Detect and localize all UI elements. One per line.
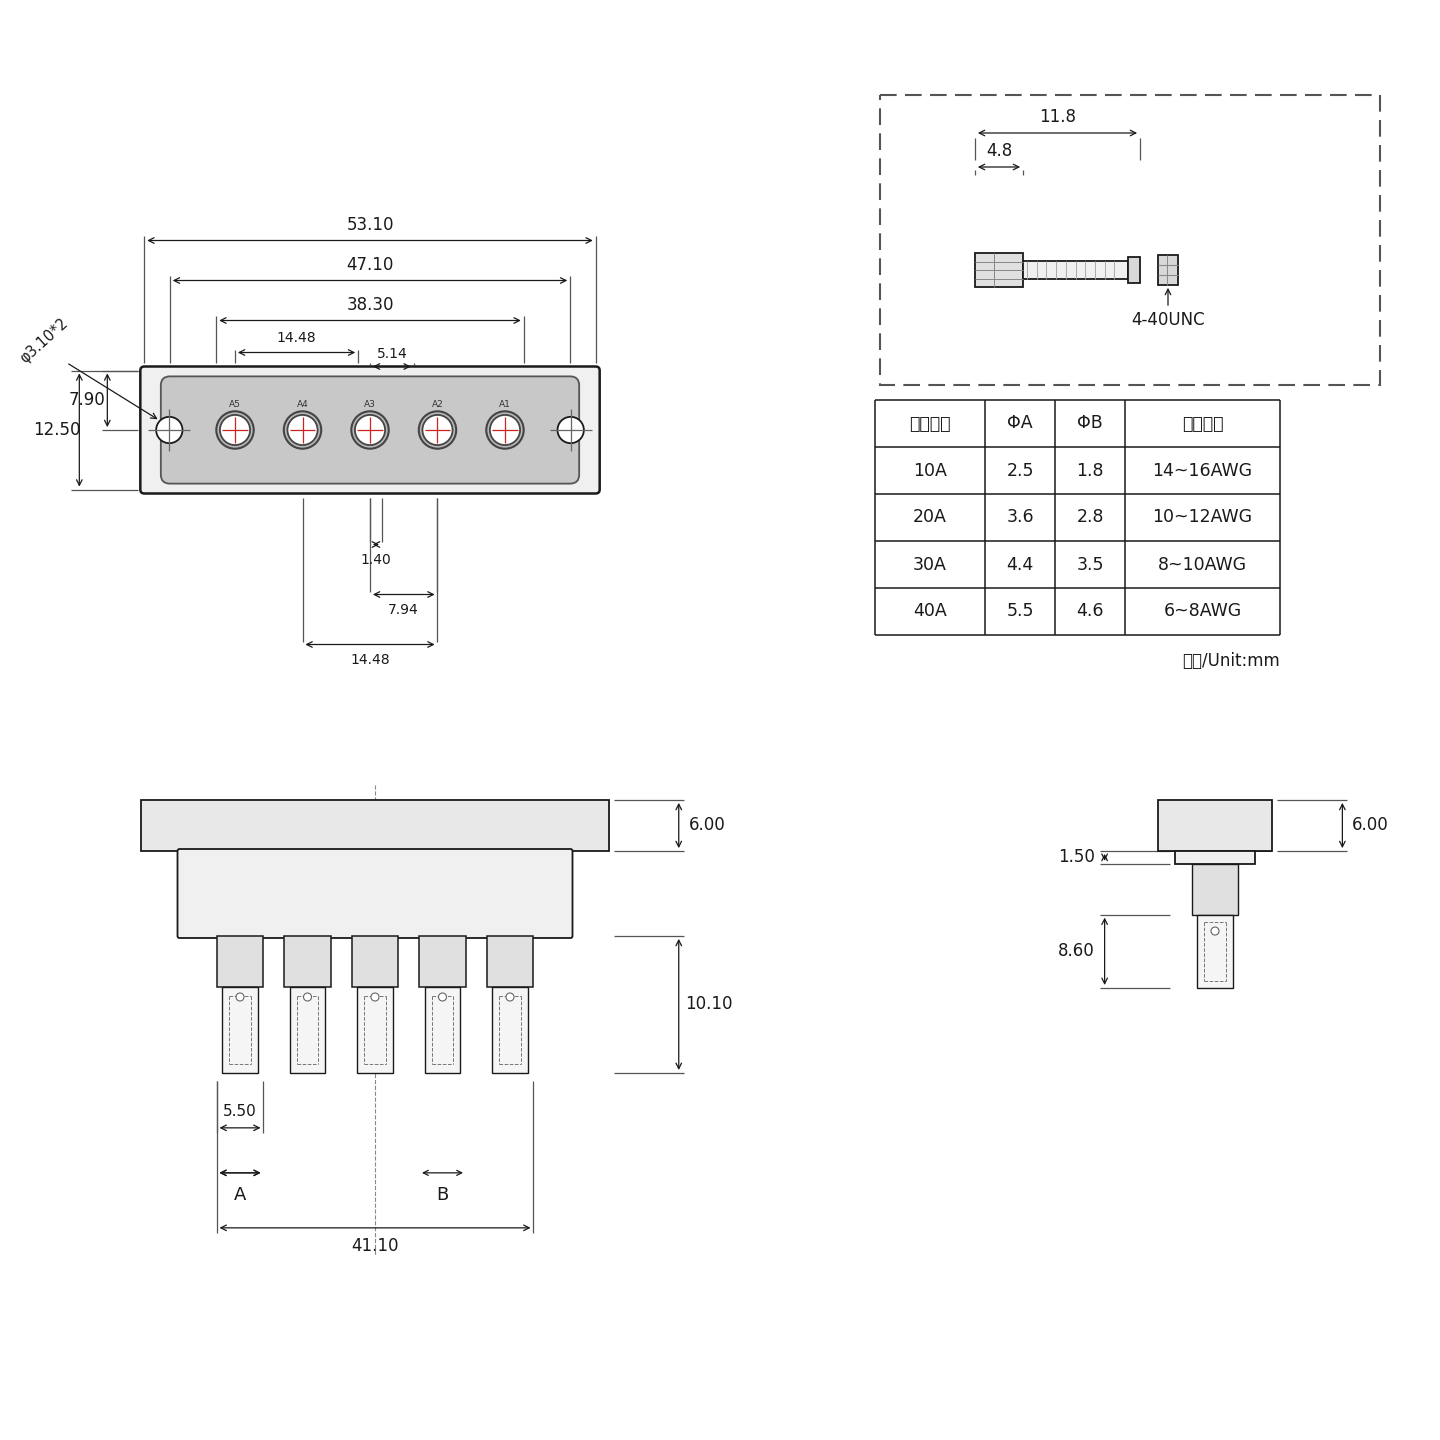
Circle shape bbox=[220, 415, 251, 445]
Bar bbox=[351, 936, 399, 986]
Text: 8~10AWG: 8~10AWG bbox=[1158, 556, 1247, 573]
Text: A1: A1 bbox=[500, 400, 511, 409]
Circle shape bbox=[220, 415, 251, 445]
Bar bbox=[880, 95, 1380, 384]
Circle shape bbox=[419, 412, 456, 449]
Bar bbox=[1158, 255, 1178, 285]
Text: 1.8: 1.8 bbox=[1076, 461, 1103, 480]
Circle shape bbox=[490, 415, 520, 445]
Bar bbox=[975, 253, 1022, 287]
Circle shape bbox=[487, 412, 524, 449]
Circle shape bbox=[439, 994, 446, 1001]
Bar bbox=[487, 936, 533, 986]
Text: 8.60: 8.60 bbox=[1058, 942, 1094, 960]
Bar bbox=[216, 936, 264, 986]
Circle shape bbox=[351, 412, 389, 449]
Text: 10~12AWG: 10~12AWG bbox=[1152, 508, 1253, 527]
Text: 6.00: 6.00 bbox=[1352, 816, 1388, 835]
Circle shape bbox=[287, 415, 318, 445]
Text: 41.10: 41.10 bbox=[351, 1237, 399, 1254]
Text: 4.6: 4.6 bbox=[1076, 602, 1103, 621]
Text: ΦA: ΦA bbox=[1007, 415, 1032, 432]
Text: ΦB: ΦB bbox=[1077, 415, 1103, 432]
Circle shape bbox=[288, 415, 317, 445]
Bar bbox=[1197, 914, 1233, 988]
Bar bbox=[419, 936, 467, 986]
Text: 14.48: 14.48 bbox=[276, 331, 317, 346]
Text: 4-40UNC: 4-40UNC bbox=[1132, 311, 1205, 328]
Bar bbox=[284, 936, 331, 986]
Text: A2: A2 bbox=[432, 400, 444, 409]
Circle shape bbox=[490, 415, 520, 445]
Circle shape bbox=[505, 994, 514, 1001]
Text: 7.90: 7.90 bbox=[69, 392, 105, 409]
Circle shape bbox=[422, 415, 452, 445]
Text: 线材规格: 线材规格 bbox=[1182, 415, 1223, 432]
Circle shape bbox=[372, 994, 379, 1001]
Bar bbox=[1158, 801, 1273, 851]
Text: 10.10: 10.10 bbox=[685, 995, 733, 1014]
Text: A4: A4 bbox=[297, 400, 308, 409]
Text: A: A bbox=[233, 1187, 246, 1204]
Bar bbox=[357, 986, 393, 1073]
Circle shape bbox=[304, 994, 311, 1001]
Bar bbox=[1192, 864, 1238, 914]
Text: 12.50: 12.50 bbox=[33, 420, 81, 439]
Text: φ3.10*2: φ3.10*2 bbox=[17, 315, 71, 366]
FancyBboxPatch shape bbox=[140, 367, 599, 494]
Text: A3: A3 bbox=[364, 400, 376, 409]
Text: 14~16AWG: 14~16AWG bbox=[1152, 461, 1253, 480]
Bar bbox=[141, 801, 609, 851]
Text: 14.48: 14.48 bbox=[350, 654, 390, 668]
Text: 额定电流: 额定电流 bbox=[909, 415, 950, 432]
Circle shape bbox=[356, 415, 384, 445]
Text: 单位/Unit:mm: 单位/Unit:mm bbox=[1182, 652, 1280, 670]
Bar bbox=[222, 986, 258, 1073]
Text: 10A: 10A bbox=[913, 461, 948, 480]
Text: 3.6: 3.6 bbox=[1007, 508, 1034, 527]
FancyBboxPatch shape bbox=[161, 376, 579, 484]
Circle shape bbox=[216, 412, 253, 449]
Bar bbox=[1022, 261, 1128, 279]
Text: 38.30: 38.30 bbox=[346, 297, 393, 314]
Text: 53.10: 53.10 bbox=[346, 216, 393, 235]
Text: 5.50: 5.50 bbox=[223, 1104, 256, 1119]
Bar bbox=[1128, 256, 1140, 284]
Text: 3.5: 3.5 bbox=[1076, 556, 1103, 573]
Text: 5.5: 5.5 bbox=[1007, 602, 1034, 621]
Circle shape bbox=[422, 415, 452, 445]
Text: 11.8: 11.8 bbox=[1040, 108, 1076, 125]
Circle shape bbox=[284, 412, 321, 449]
Text: 47.10: 47.10 bbox=[346, 256, 393, 275]
Circle shape bbox=[156, 416, 183, 444]
Text: 6.00: 6.00 bbox=[688, 816, 726, 835]
Circle shape bbox=[236, 994, 243, 1001]
Circle shape bbox=[557, 416, 583, 444]
Bar bbox=[425, 986, 461, 1073]
Circle shape bbox=[1211, 927, 1220, 935]
Text: 1.40: 1.40 bbox=[360, 553, 392, 567]
Text: 2.8: 2.8 bbox=[1076, 508, 1103, 527]
Bar bbox=[1175, 851, 1256, 864]
Text: 20A: 20A bbox=[913, 508, 948, 527]
Bar bbox=[492, 986, 528, 1073]
Text: 2.5: 2.5 bbox=[1007, 461, 1034, 480]
Text: 1.50: 1.50 bbox=[1058, 848, 1094, 867]
Text: 4.4: 4.4 bbox=[1007, 556, 1034, 573]
Text: A5: A5 bbox=[229, 400, 240, 409]
Text: 40A: 40A bbox=[913, 602, 948, 621]
Bar bbox=[289, 986, 325, 1073]
Text: B: B bbox=[436, 1187, 449, 1204]
Circle shape bbox=[354, 415, 386, 445]
FancyBboxPatch shape bbox=[177, 850, 573, 937]
Text: 6~8AWG: 6~8AWG bbox=[1164, 602, 1241, 621]
Text: 30A: 30A bbox=[913, 556, 948, 573]
Text: 4.8: 4.8 bbox=[986, 143, 1012, 160]
Text: 5.14: 5.14 bbox=[376, 347, 408, 360]
Text: 7.94: 7.94 bbox=[389, 603, 419, 618]
